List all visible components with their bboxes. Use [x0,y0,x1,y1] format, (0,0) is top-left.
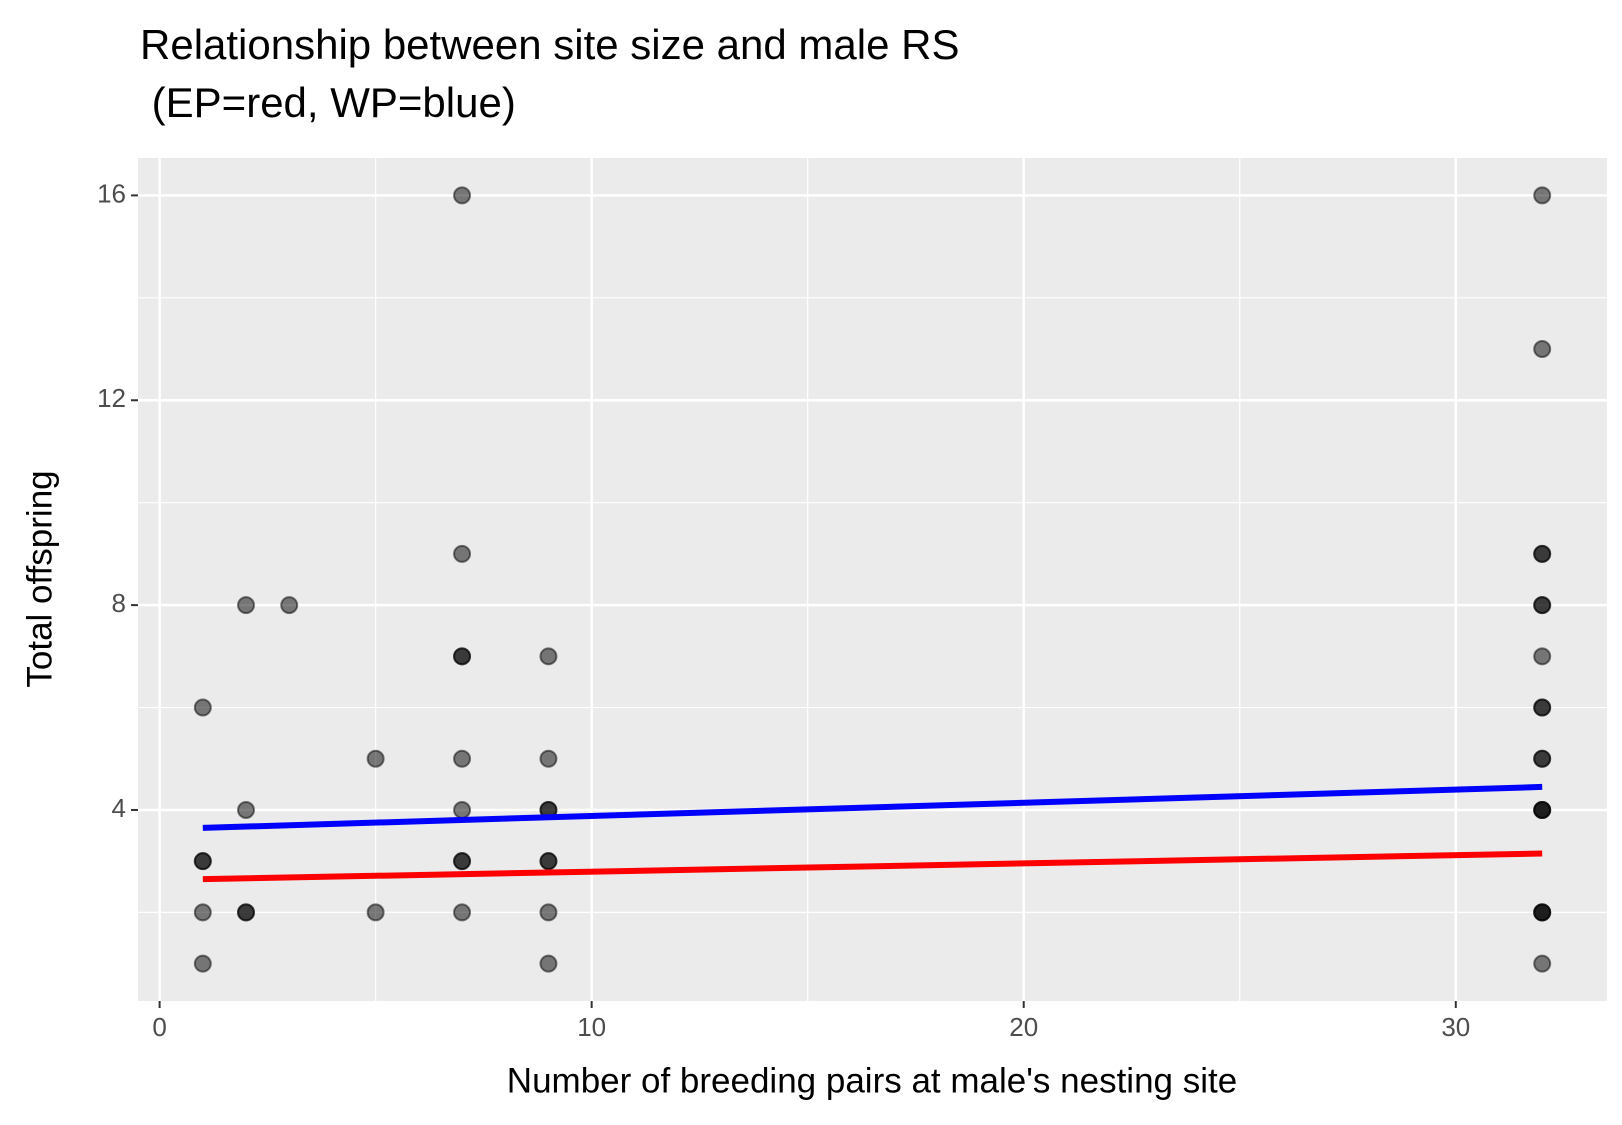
point [539,903,558,922]
x-axis-label: Number of breeding pairs at male's nesti… [507,1061,1237,1100]
point [1533,749,1552,768]
point [539,954,558,973]
y-tick-label: 12 [97,383,126,413]
point [193,903,212,922]
y-tick-label: 8 [112,588,126,618]
point [193,698,212,717]
fit-line [202,850,1543,883]
fit-line [202,783,1543,831]
point [193,954,212,973]
point [453,903,472,922]
point [1533,186,1552,205]
y-tick-label: 16 [97,178,126,208]
point [453,852,472,871]
point [539,647,558,666]
point [453,647,472,666]
y-axis-label: Total offspring [20,470,59,687]
point [1533,647,1552,666]
point [193,852,212,871]
point [1533,596,1552,615]
point [237,903,256,922]
chart-title: Relationship between site size and male … [140,21,959,68]
point [453,749,472,768]
chart-subtitle: (EP=red, WP=blue) [140,79,516,126]
point [453,186,472,205]
point [366,749,385,768]
point [1533,800,1552,819]
y-tick-label: 4 [112,793,126,823]
point [1533,903,1552,922]
point [453,544,472,563]
panel [138,158,1607,1001]
point [237,596,256,615]
point [366,903,385,922]
x-tick-label: 10 [577,1012,606,1042]
point [539,749,558,768]
point [1533,544,1552,563]
point [1533,698,1552,717]
x-tick-label: 30 [1441,1012,1470,1042]
point [280,596,299,615]
point [1533,340,1552,359]
point [1533,954,1552,973]
x-tick-label: 20 [1009,1012,1038,1042]
point [539,852,558,871]
x-tick-label: 0 [152,1012,166,1042]
point [453,800,472,819]
point [237,800,256,819]
